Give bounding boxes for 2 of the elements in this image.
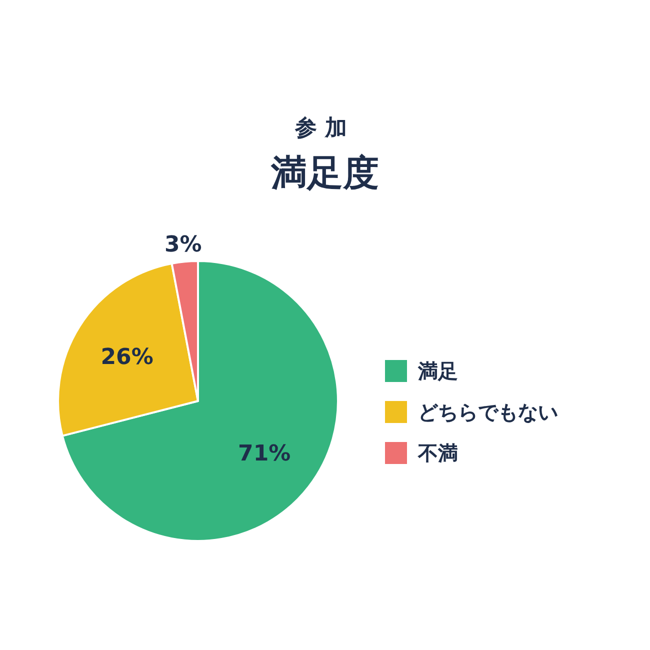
title: 参加 — [295, 116, 355, 141]
subtitle: 満足度 — [271, 153, 379, 194]
